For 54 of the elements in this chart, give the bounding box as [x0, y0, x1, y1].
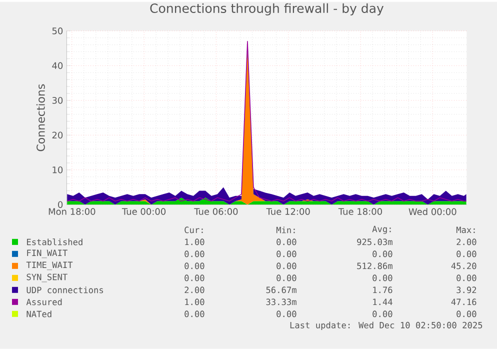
text: 47.16 — [451, 298, 476, 306]
text: 0.00 — [184, 310, 204, 318]
y-tick-label: 20 — [52, 132, 63, 139]
text: 2.00 — [456, 238, 476, 246]
text: 0.00 — [456, 274, 476, 282]
text: Cur: — [184, 226, 203, 234]
text: 0.00 — [276, 250, 296, 258]
text: 0.00 — [276, 238, 296, 246]
text: 925.03m — [357, 238, 392, 246]
text: 45.20 — [451, 262, 476, 270]
legend-label: NATed — [26, 310, 52, 318]
text: 0.00 — [276, 274, 296, 282]
text: 1.44 — [373, 298, 392, 306]
text: 0.00 — [276, 262, 296, 270]
text: 0.00 — [184, 262, 204, 270]
legend-label: SYN_SENT — [26, 274, 68, 282]
legend-label: Established — [27, 238, 82, 246]
x-tick-label: Tue 18:00 — [338, 208, 382, 215]
text: 0.00 — [372, 274, 392, 282]
legend-label: TIME_WAIT — [26, 262, 73, 270]
chart-title: Connections through firewall - by day — [150, 3, 384, 16]
x-tick-label: Tue 00:00 — [122, 208, 166, 215]
y-axis-title: Connections — [36, 84, 45, 152]
text: 0.00 — [184, 274, 204, 282]
text: 1.76 — [373, 286, 392, 294]
text: 0.00 — [372, 310, 392, 318]
text: 0.00 — [276, 310, 296, 318]
legend-label: Assured — [26, 298, 62, 306]
text: 0.00 — [456, 250, 476, 258]
text: 2.00 — [184, 286, 204, 294]
x-tick-label: Mon 18:00 — [48, 208, 96, 215]
text: 0.00 — [456, 310, 476, 318]
legend-label: FIN_WAIT — [27, 250, 68, 258]
x-tick-label: Tue 06:00 — [194, 208, 238, 215]
y-tick-label: 30 — [52, 97, 63, 104]
text: 56.67m — [266, 286, 296, 294]
y-tick-label: 40 — [52, 62, 63, 70]
legend-label: UDP connections — [26, 286, 104, 294]
text: 0.00 — [372, 250, 392, 258]
text: Max: — [456, 226, 475, 234]
text: Avg: — [372, 226, 391, 234]
text: 0.00 — [184, 250, 204, 258]
text: Min: — [276, 226, 295, 234]
text: 512.86m — [357, 262, 392, 270]
y-tick-label: 0 — [58, 201, 63, 208]
text: 3.92 — [456, 286, 476, 294]
x-tick-label: Wed 00:00 — [408, 208, 456, 216]
y-tick-label: 50 — [52, 28, 63, 34]
x-tick-label: Tue 12:00 — [266, 208, 310, 215]
text: Last update: Wed Dec 10 02:50:00 2025 — [290, 322, 482, 330]
y-tick-label: 10 — [52, 166, 63, 174]
text: 1.00 — [185, 238, 204, 246]
text: 33.33m — [266, 298, 296, 306]
text: 1.00 — [185, 298, 204, 306]
